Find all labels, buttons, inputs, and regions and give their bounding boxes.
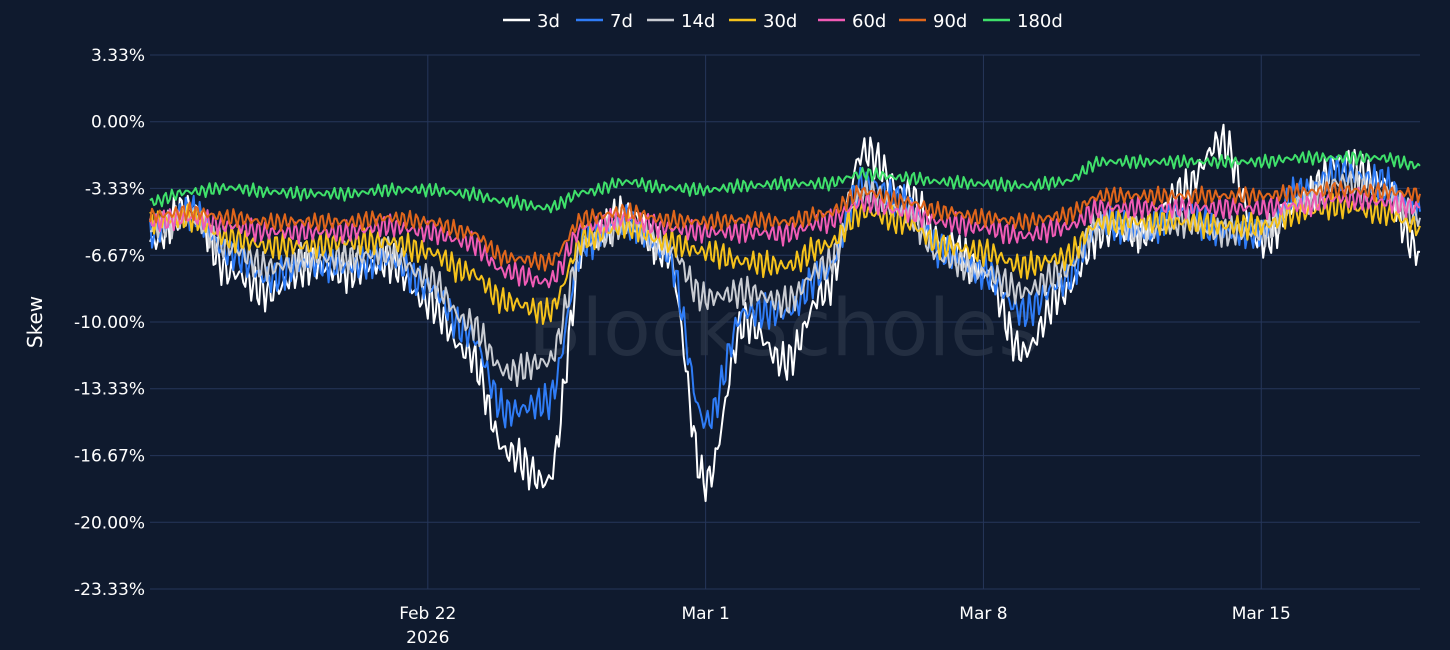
legend[interactable]: 3d 7d 14d 30d 60d 90d 180d [503,11,1063,32]
y-tick-label: 3.33% [91,46,145,66]
y-tick-label: -6.67% [85,246,145,266]
series-line-7d [149,155,1421,430]
y-tick-label: -16.67% [74,447,145,467]
legend-item-60d[interactable]: 60d [818,11,886,32]
legend-label: 7d [610,11,633,32]
series-line-90d [149,180,1421,272]
y-tick-label: -20.00% [74,513,145,533]
legend-label: 90d [933,11,967,32]
legend-label: 3d [537,11,560,32]
x-tick-label: Mar 15 [1232,604,1291,624]
legend-label: 14d [681,11,715,32]
series-layer [149,123,1421,503]
x-tick-label: Mar 8 [959,604,1007,624]
x-tick-label: Mar 1 [681,604,729,624]
x-axis: Feb 22 2026 Mar 1 Mar 8 Mar 15 [399,604,1291,648]
legend-label: 30d [763,11,797,32]
legend-label: 180d [1017,11,1063,32]
y-tick-label: -13.33% [74,380,145,400]
legend-item-180d[interactable]: 180d [983,11,1063,32]
y-tick-label: 0.00% [91,113,145,133]
legend-item-3d[interactable]: 3d [503,11,560,32]
legend-label: 60d [852,11,886,32]
y-tick-label: -23.33% [74,580,145,600]
legend-item-30d[interactable]: 30d [729,11,797,32]
series-line-180d [149,150,1421,214]
series-line-3d [149,123,1421,503]
x-tick-label: Feb 22 [399,604,456,624]
x-tick-year-label: 2026 [406,628,449,648]
legend-item-14d[interactable]: 14d [647,11,715,32]
y-tick-label: -3.33% [85,179,145,199]
legend-item-90d[interactable]: 90d [899,11,967,32]
y-axis: 3.33% 0.00% -3.33% -6.67% -10.00% -13.33% -16.… [74,46,145,600]
y-tick-label: -10.00% [74,313,145,333]
legend-item-7d[interactable]: 7d [576,11,633,32]
series-line-30d [149,191,1421,325]
y-axis-label: Skew [23,296,47,348]
